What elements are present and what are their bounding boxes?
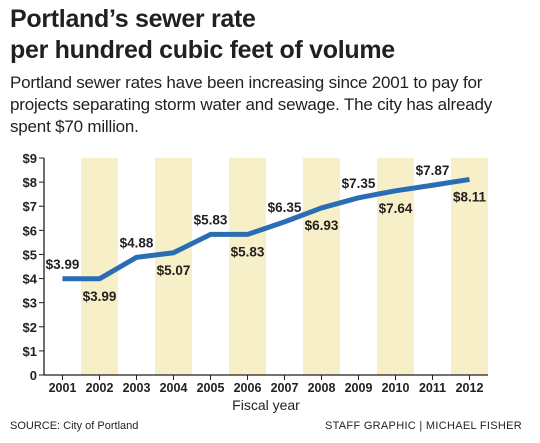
x-tick-label: 2002 — [86, 381, 114, 395]
chart-title: Portland’s sewer rate per hundred cubic … — [10, 4, 395, 66]
column-bands — [81, 158, 488, 375]
x-tick-label: 2004 — [160, 381, 188, 395]
source-note: SOURCE: City of Portland — [10, 420, 139, 432]
data-label: $8.11 — [453, 189, 487, 204]
y-tick-label: $7 — [23, 199, 37, 214]
x-axis-label: Fiscal year — [232, 397, 300, 413]
staff-credit: STAFF GRAPHIC | MICHAEL FISHER — [324, 420, 522, 432]
x-tick-label: 2009 — [345, 381, 373, 395]
y-tick-label: $5 — [23, 247, 37, 262]
series-line-group — [62, 176, 470, 282]
y-tick-labels: 0 $1 $2 $3 $4 $5 $6 $7 $8 $9 — [23, 151, 38, 383]
x-tick-label: 2001 — [49, 381, 77, 395]
column-band-2006 — [229, 158, 266, 375]
x-tick-label: 2005 — [197, 381, 225, 395]
chart-subtitle: Portland sewer rates have been increasin… — [10, 73, 493, 136]
series-line — [62, 176, 470, 282]
chart-title-line-1: Portland’s sewer rate — [10, 5, 256, 33]
data-label: $6.93 — [305, 218, 339, 233]
x-tick-label: 2011 — [419, 381, 446, 395]
data-label: $3.99 — [83, 289, 117, 304]
data-label: $6.35 — [268, 200, 302, 215]
column-band-2002 — [81, 158, 118, 375]
y-tick-label: $6 — [23, 223, 37, 238]
y-tick-label: $4 — [23, 272, 38, 287]
chart-title-line-2: per hundred cubic feet of volume — [10, 36, 395, 64]
data-label: $4.88 — [120, 235, 154, 250]
data-label: $7.64 — [379, 201, 413, 216]
data-label: $7.35 — [342, 176, 376, 191]
x-tick-label: 2010 — [382, 381, 410, 395]
y-tick-label: $1 — [23, 344, 37, 359]
y-tick-label: $9 — [23, 151, 37, 166]
y-tick-label: 0 — [30, 368, 37, 383]
x-tick-label: 2012 — [456, 381, 484, 395]
column-band-2008 — [303, 158, 340, 375]
y-tick-label: $2 — [23, 320, 37, 335]
data-label: $5.83 — [194, 212, 228, 227]
y-tick-label: $3 — [23, 296, 37, 311]
data-label: $5.07 — [157, 263, 191, 278]
column-band-2004 — [155, 158, 192, 375]
x-tick-label: 2003 — [123, 381, 151, 395]
data-label: $5.83 — [231, 244, 265, 259]
x-tick-label: 2008 — [308, 381, 336, 395]
data-label: $7.87 — [416, 163, 450, 178]
x-tick-label: 2006 — [234, 381, 262, 395]
y-tick-label: $8 — [23, 175, 37, 190]
x-tick-label: 2007 — [271, 381, 299, 395]
column-band-2012 — [451, 158, 488, 375]
chart-axes — [39, 157, 488, 380]
data-label: $3.99 — [46, 257, 80, 272]
data-labels: $3.99 $3.99 $4.88$5.07 $5.83 $5.83 $6.35$6.93… — [46, 163, 487, 304]
x-tick-labels: 2001 2002 2003 2004 2005 2006 2007 2008 2009 2010… — [49, 381, 484, 395]
